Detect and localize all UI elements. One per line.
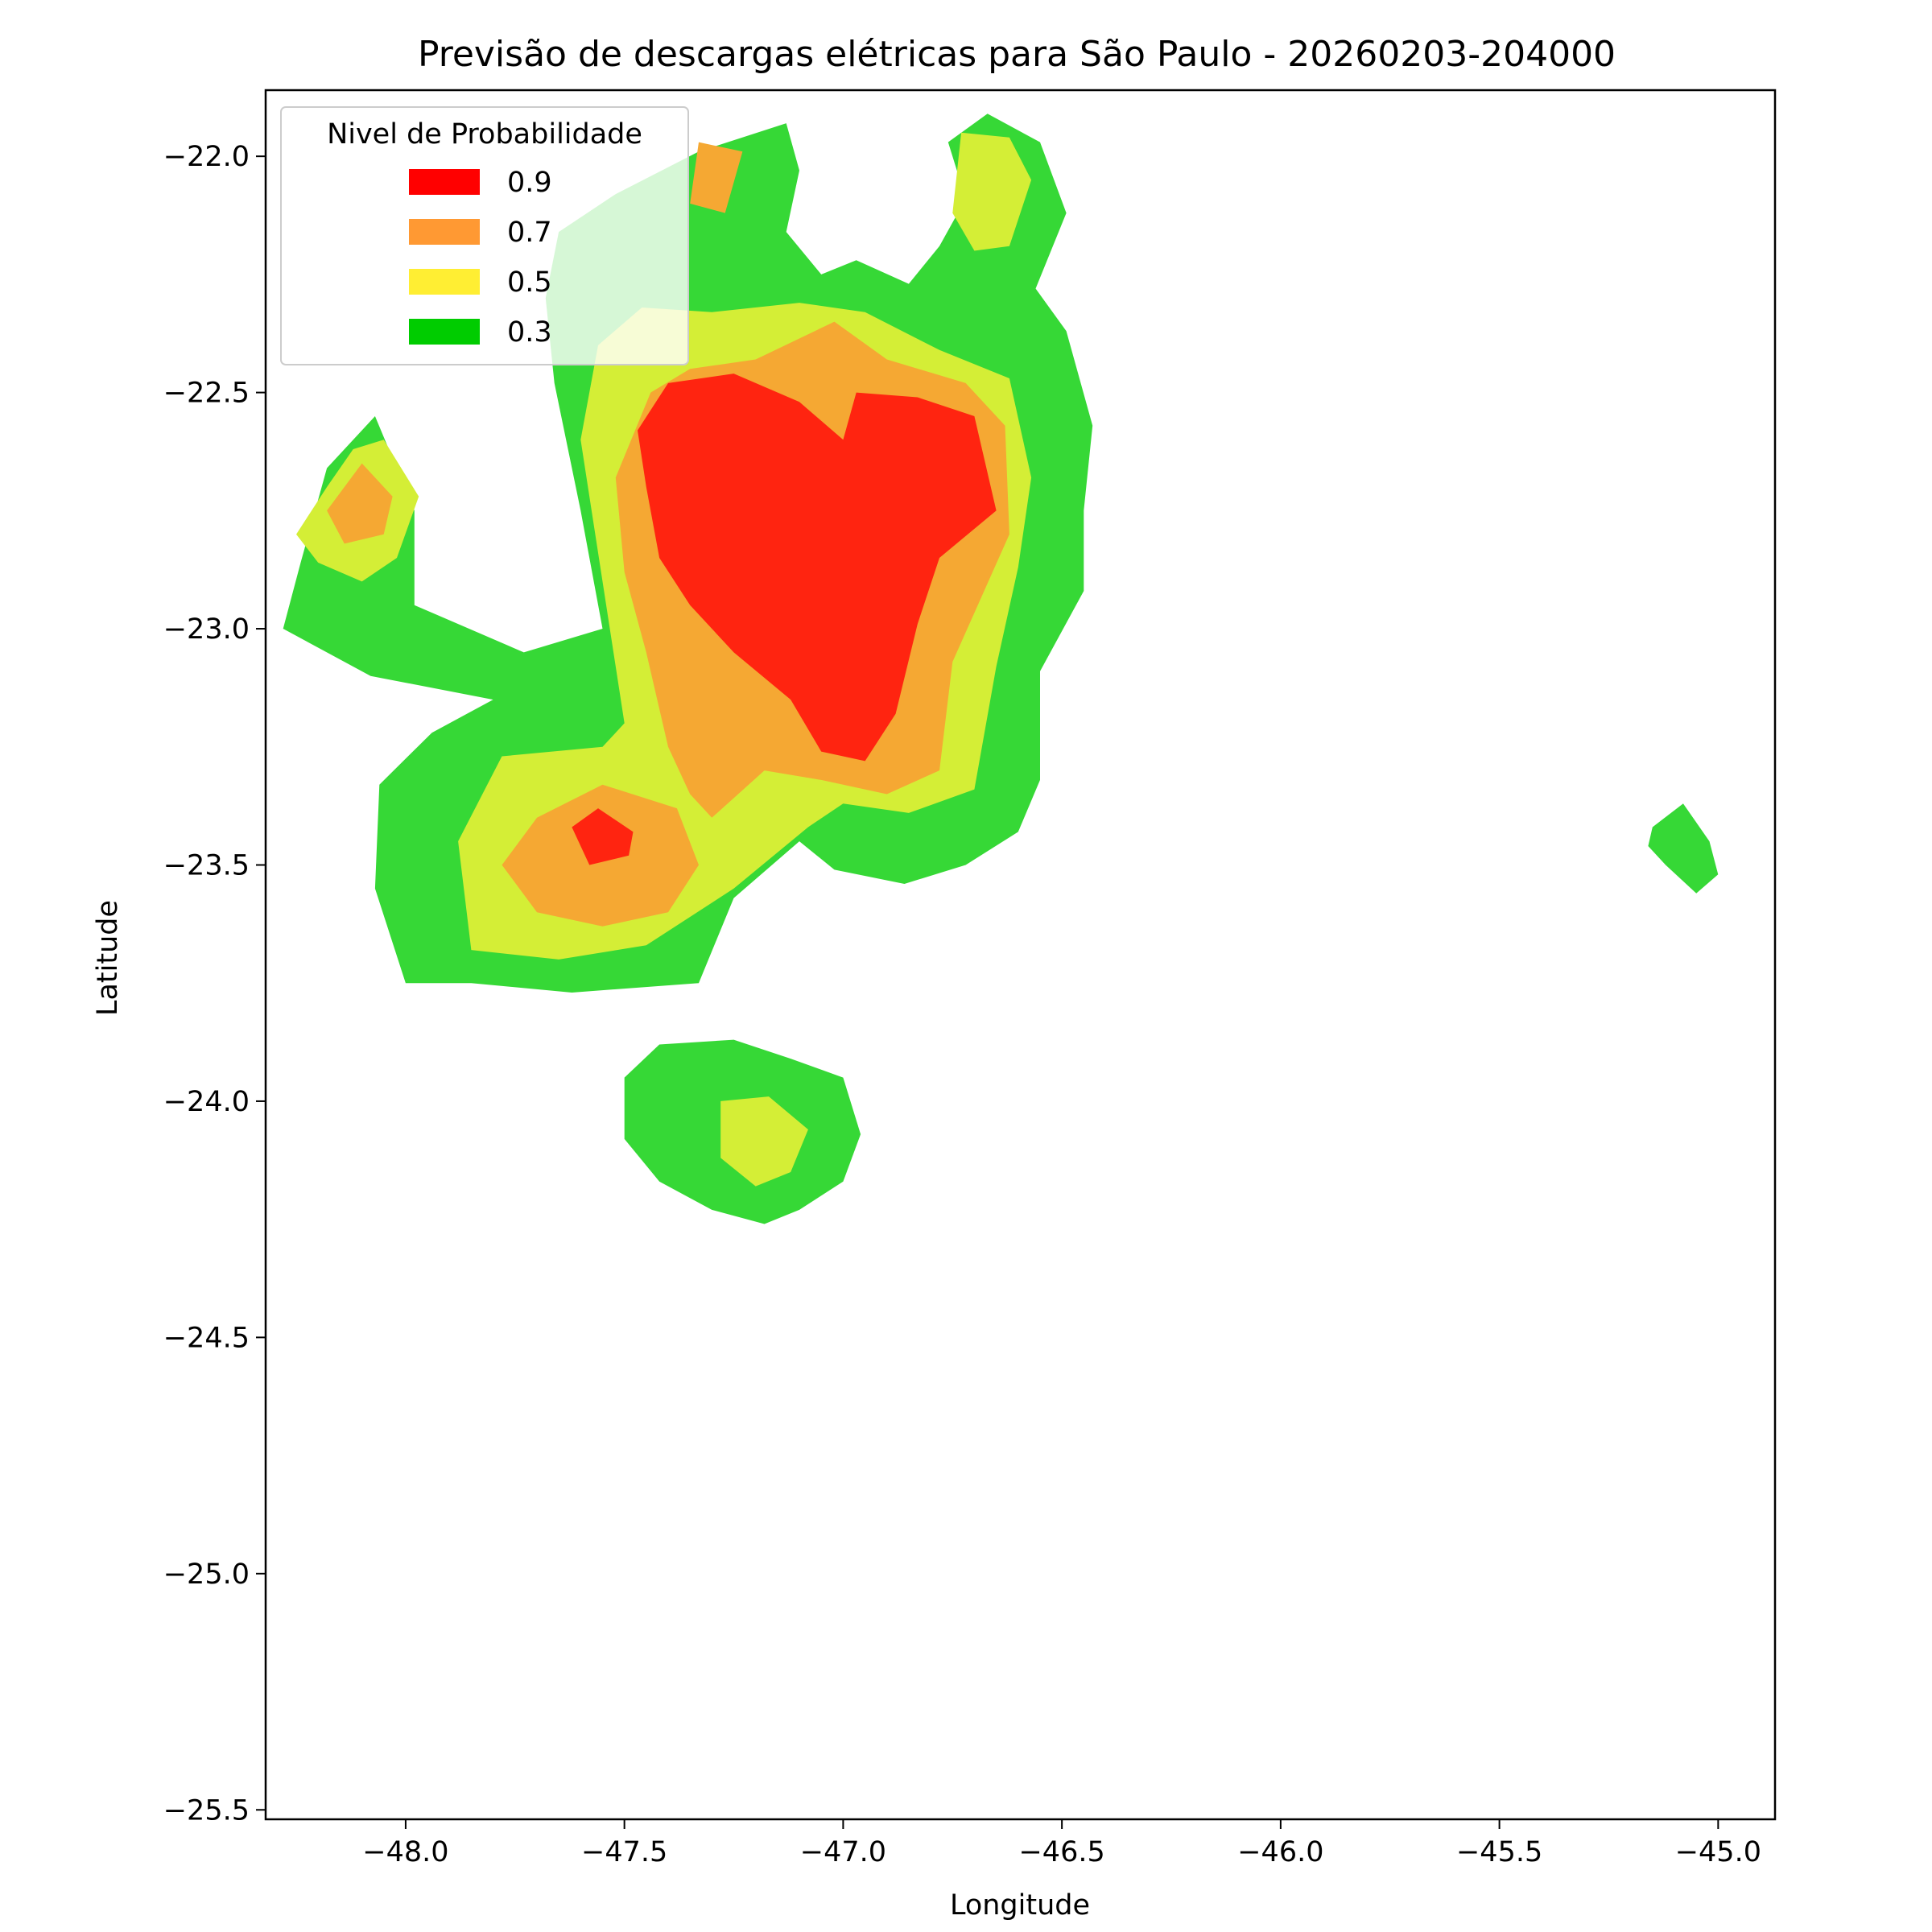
contour-region-07-9 [327,463,393,544]
legend-title: Nivel de Probabilidade [327,118,642,151]
x-tick-label: −47.5 [581,1836,667,1868]
y-tick-label: −24.0 [163,1086,250,1118]
legend-swatch-09 [409,169,480,195]
x-tick-label: −47.0 [800,1836,886,1868]
x-axis-label: Longitude [950,1889,1090,1922]
legend-swatch-03 [409,319,480,345]
legend: Nivel de Probabilidade 0.9 0.7 0.5 0.3 [280,106,689,365]
contour-region-03-2 [1648,803,1719,894]
x-axis: −48.0 −47.5 −47.0 −46.5 −46.0 −45.5 −45.0 [362,1819,1761,1868]
y-axis-label: Latitude [92,900,124,1016]
legend-box [280,106,689,365]
chart-title: Previsão de descargas elétricas para São… [418,34,1616,75]
y-axis: −22.0 −22.5 −23.0 −23.5 −24.0 −24.5 −25.0 −25.5 [163,141,266,1827]
x-tick-label: −48.0 [362,1836,448,1868]
x-tick-label: −46.0 [1237,1836,1323,1868]
contour-region-05-4 [952,132,1032,251]
contour-region-09-11 [638,374,997,762]
x-tick-label: −46.5 [1018,1836,1104,1868]
y-tick-label: −23.0 [163,613,250,646]
x-tick-label: −45.5 [1456,1836,1542,1868]
y-tick-label: −25.5 [163,1794,250,1827]
y-tick-label: −22.0 [163,141,250,173]
legend-label-09: 0.9 [507,167,552,199]
y-tick-label: −22.5 [163,378,250,410]
legend-label-05: 0.5 [507,266,552,299]
y-tick-label: −24.5 [163,1322,250,1354]
plot-frame [264,89,1777,1821]
plot-area [264,89,1777,1821]
contour-region-09-12 [572,808,634,865]
x-tick-label: −45.0 [1675,1836,1761,1868]
y-tick-label: −23.5 [163,849,250,881]
legend-entries: 0.9 0.7 0.5 0.3 [409,167,552,349]
legend-swatch-05 [409,269,480,295]
contour-layer [283,114,1719,1224]
contour-region-07-10 [690,142,743,213]
legend-swatch-07 [409,219,480,245]
legend-label-03: 0.3 [507,316,552,349]
y-tick-label: −25.0 [163,1558,250,1591]
legend-label-07: 0.7 [507,217,552,249]
contour-region-05-6 [720,1096,808,1187]
